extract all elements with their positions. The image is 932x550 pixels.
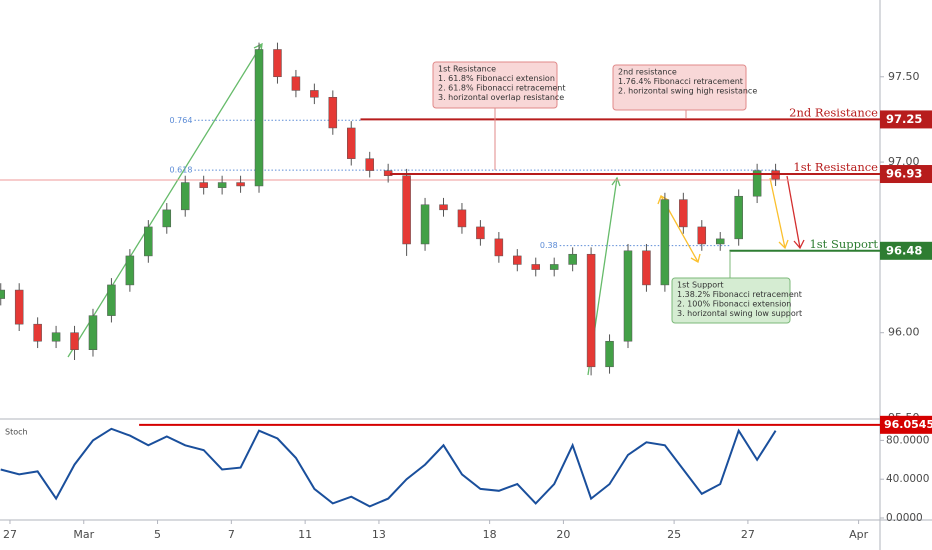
candle-body [697, 226, 707, 245]
candle-body [180, 182, 190, 211]
callout-text: 3. horizontal overlap resistance [438, 93, 564, 102]
level-tag [880, 165, 932, 184]
fib-label: 0.618 [170, 166, 193, 175]
callout-text: 1st Support [677, 281, 724, 290]
y-tick-label: 96.00 [888, 326, 920, 339]
candle-body [752, 170, 762, 197]
callout-text: 1st Resistance [438, 65, 496, 74]
candle-body [162, 209, 172, 228]
candle-body [347, 127, 356, 159]
callout-text: 2. 100% Fibonacci extension [677, 300, 791, 309]
candle-body [457, 209, 467, 228]
y-tick-label: 80.0000 [886, 434, 929, 446]
candle-body [144, 226, 153, 257]
callout-text: 1. 61.8% Fibonacci extension [438, 74, 555, 83]
arrow-head [793, 239, 805, 250]
candle-body [586, 253, 596, 368]
candle-body [310, 90, 319, 98]
candle-body [51, 332, 61, 342]
candle-body [605, 340, 614, 368]
y-tick-label: 97.50 [888, 70, 920, 83]
y-tick-label: 0.0000 [886, 512, 923, 524]
level-value: 96.48 [886, 243, 922, 257]
callout-text: 2. horizontal swing high resistance [618, 87, 757, 96]
candle-body [125, 255, 135, 286]
candle-body [623, 250, 633, 342]
level-tag [880, 110, 932, 129]
candle-body [531, 264, 540, 270]
candle-body [715, 238, 725, 245]
candle-body [33, 323, 42, 342]
arrow-head [657, 195, 669, 205]
candle-body [217, 182, 227, 188]
callout-text: 2nd resistance [618, 68, 677, 77]
candle-body [402, 175, 411, 245]
candle-body [660, 199, 670, 286]
x-tick-label: 27 [741, 528, 755, 541]
callout-text: 1.38.2% Fibonacci retracement [677, 290, 802, 299]
callout-text: 3. horizontal swing low support [677, 309, 802, 318]
x-tick-label: 25 [667, 528, 681, 541]
candle-body [734, 195, 743, 240]
candle-body [273, 49, 282, 78]
candle-body [439, 204, 448, 211]
candle-body [476, 226, 485, 240]
level-name: 1st Resistance [793, 160, 878, 174]
candle-body [291, 76, 301, 91]
stoch-line [0, 427, 777, 508]
candle-body [328, 96, 338, 129]
candle-body [236, 182, 245, 187]
candle-body [420, 204, 430, 245]
x-tick-label: 5 [154, 528, 161, 541]
trend-arrow [67, 43, 263, 358]
callout-text: 1.76.4% Fibonacci retracement [618, 77, 743, 86]
indicator-name: Stoch [5, 428, 28, 437]
x-tick-label: 27 [3, 528, 17, 541]
x-tick-label: 11 [298, 528, 312, 541]
callout-text: 2. 61.8% Fibonacci retracement [438, 84, 566, 93]
candle-body [14, 289, 24, 325]
arrow-head [690, 253, 701, 263]
candle-body [107, 284, 116, 316]
x-tick-label: 18 [483, 528, 497, 541]
candle-body [679, 199, 688, 228]
candle-body [254, 49, 264, 187]
candle-body [70, 332, 79, 351]
fib-label: 0.38 [540, 241, 558, 250]
candle-body [513, 255, 522, 265]
y-tick-label: 97.00 [888, 155, 920, 168]
trend-arrow [769, 177, 786, 249]
level-value: 97.25 [886, 112, 922, 126]
candle-body [494, 238, 504, 257]
fib-label: 0.764 [170, 116, 193, 125]
y-tick-label: 40.0000 [886, 473, 929, 485]
candle-body [199, 182, 208, 188]
level-value: 96.93 [886, 167, 922, 181]
arrow-head [778, 239, 789, 250]
callout-box [432, 61, 558, 109]
candle-body [549, 264, 559, 270]
level-name: 1st Support [809, 237, 878, 251]
x-tick-label: Apr [849, 528, 869, 541]
callout-box [612, 64, 747, 111]
level-tag [880, 241, 932, 260]
level-value: 96.0545 [884, 418, 932, 431]
candle-body [568, 253, 577, 265]
candle-body [88, 315, 98, 351]
x-tick-label: Mar [73, 528, 94, 541]
candle-body [365, 158, 374, 171]
callout-box [671, 277, 791, 324]
x-tick-label: 13 [372, 528, 386, 541]
arrow-head [611, 176, 621, 187]
level-name: 2nd Resistance [789, 105, 878, 119]
candle-body [0, 289, 5, 299]
trend-arrow [786, 175, 801, 249]
x-tick-label: 20 [556, 528, 570, 541]
x-tick-label: 7 [228, 528, 235, 541]
level-tag [880, 415, 932, 434]
candle-body [642, 250, 651, 286]
